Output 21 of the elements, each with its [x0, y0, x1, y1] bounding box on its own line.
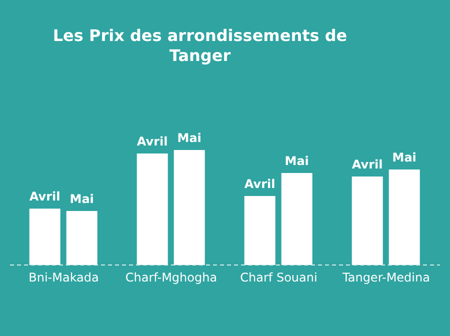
bar: [174, 150, 205, 265]
bar: [281, 173, 312, 265]
text: Avril: [352, 157, 383, 172]
x-tick-label: Charf-Mghogha: [125, 270, 218, 285]
chart-title: Les Prix des arrondissements de Tanger: [52, 26, 348, 66]
x-tick-label: Bni-Makada: [28, 270, 99, 285]
text: Avril: [136, 134, 168, 148]
x-tick-label: Charf Souani: [240, 270, 318, 285]
series-label: Mai: [70, 192, 94, 206]
text: Avril: [244, 177, 276, 191]
text: Mai: [392, 150, 416, 165]
x-tick-label: Tanger-Medina: [342, 270, 430, 285]
bar: [136, 153, 168, 265]
series-label: Avril: [29, 190, 60, 204]
text: Mai: [284, 154, 309, 168]
bar: [66, 210, 98, 265]
bar: [29, 208, 60, 265]
bar: [352, 176, 383, 265]
text: Mai: [177, 131, 202, 145]
bar: [388, 170, 420, 265]
bar: [244, 196, 276, 265]
